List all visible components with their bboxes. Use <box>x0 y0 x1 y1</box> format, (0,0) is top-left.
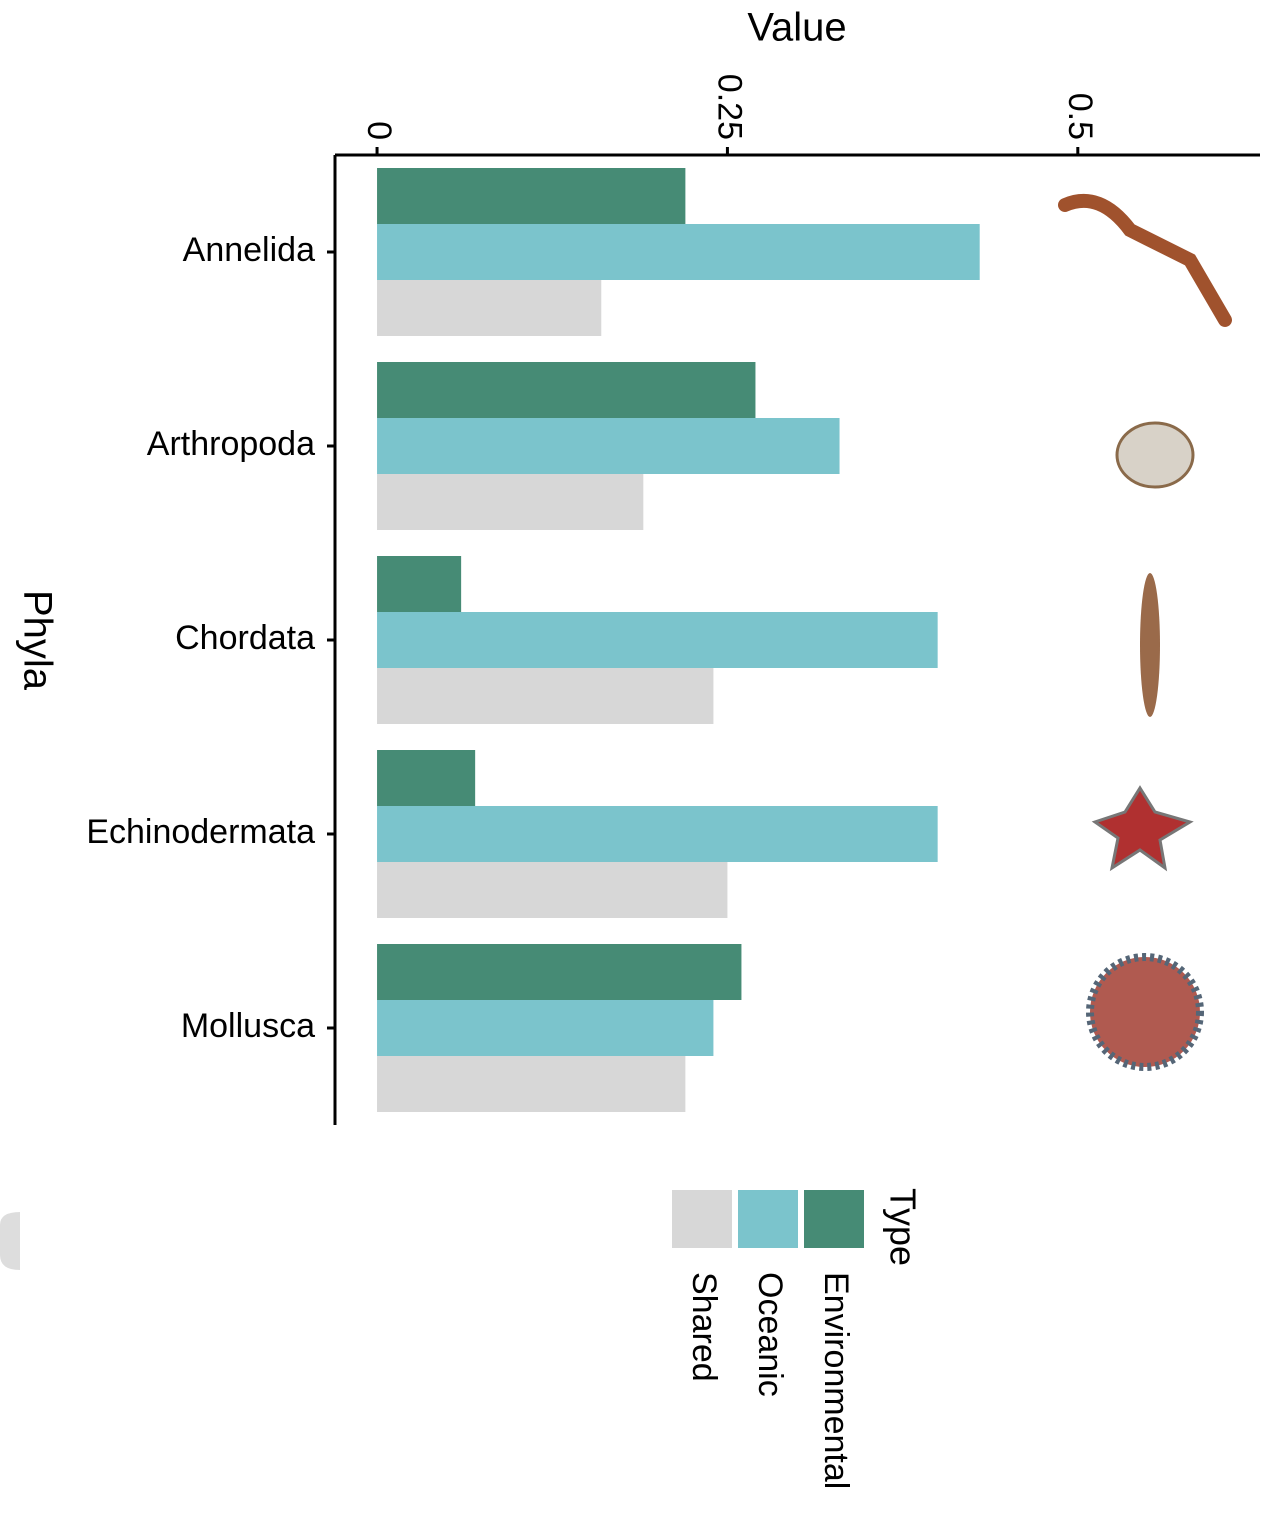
bar <box>377 418 840 474</box>
x-tick-label: 0.25 <box>710 74 748 140</box>
y-axis-title: Phyla <box>15 590 59 691</box>
bar <box>377 556 462 612</box>
worm-icon <box>1058 193 1232 327</box>
starfish-icon <box>1091 785 1194 872</box>
y-tick-label: Arthropoda <box>147 425 315 463</box>
y-tick-label: Annelida <box>183 231 315 269</box>
legend-title: Type <box>882 1188 923 1266</box>
bar <box>377 168 686 224</box>
fish-icon <box>1140 573 1160 717</box>
bar <box>377 362 756 418</box>
bar <box>377 862 728 918</box>
bar <box>377 944 742 1000</box>
crab-icon <box>1115 421 1195 489</box>
bar <box>377 1056 686 1112</box>
y-tick-label: Mollusca <box>181 1007 315 1045</box>
legend-label: Oceanic <box>751 1272 789 1397</box>
y-tick-label: Echinodermata <box>86 813 315 851</box>
y-tick-label: Chordata <box>175 619 315 657</box>
animal-icons <box>0 193 1232 1270</box>
shell-icon <box>1086 953 1204 1071</box>
legend-swatch <box>738 1190 798 1248</box>
bar <box>377 806 938 862</box>
bar <box>377 224 980 280</box>
x-axis-title: Value <box>747 6 846 50</box>
side-handle <box>0 1212 20 1270</box>
bar <box>377 1000 714 1056</box>
bar <box>377 280 602 336</box>
legend-label: Shared <box>685 1272 723 1382</box>
x-tick-label: 0 <box>360 121 398 140</box>
bar <box>377 750 476 806</box>
legend-swatch <box>672 1190 732 1248</box>
bar <box>377 612 938 668</box>
x-tick-label: 0.5 <box>1061 93 1099 140</box>
legend-swatch <box>804 1190 864 1248</box>
bar <box>377 668 714 724</box>
legend-label: Environmental <box>817 1272 855 1489</box>
bar <box>377 474 644 530</box>
